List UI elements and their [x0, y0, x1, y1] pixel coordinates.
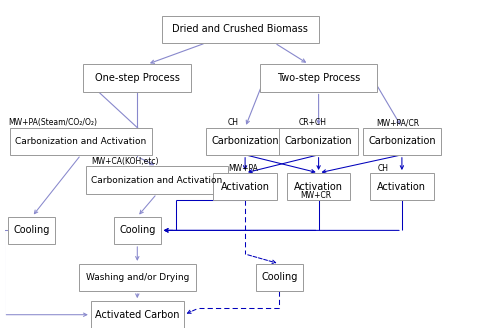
Text: One-step Process: One-step Process	[95, 73, 180, 83]
Text: MW+PA/CR: MW+PA/CR	[376, 118, 419, 127]
Text: Carbonization and Activation: Carbonization and Activation	[16, 137, 146, 146]
Text: Activation: Activation	[294, 182, 343, 192]
Text: Two-step Process: Two-step Process	[277, 73, 360, 83]
FancyBboxPatch shape	[10, 127, 152, 155]
Text: Carbonization: Carbonization	[285, 136, 352, 146]
Text: Carbonization: Carbonization	[368, 136, 436, 146]
Text: Dried and Crushed Biomass: Dried and Crushed Biomass	[172, 24, 308, 34]
Text: MW+PA(Steam/CO₂/O₂): MW+PA(Steam/CO₂/O₂)	[8, 118, 98, 127]
FancyBboxPatch shape	[86, 166, 228, 194]
FancyBboxPatch shape	[8, 217, 56, 244]
Text: Activation: Activation	[378, 182, 426, 192]
Text: Activated Carbon: Activated Carbon	[95, 310, 180, 320]
Text: Activation: Activation	[220, 182, 270, 192]
Text: Cooling: Cooling	[261, 272, 298, 282]
Text: CH: CH	[378, 164, 388, 173]
FancyBboxPatch shape	[370, 173, 434, 200]
Text: Washing and/or Drying: Washing and/or Drying	[86, 273, 189, 282]
FancyBboxPatch shape	[362, 127, 441, 155]
FancyBboxPatch shape	[114, 217, 161, 244]
Text: Carbonization: Carbonization	[212, 136, 279, 146]
FancyBboxPatch shape	[162, 16, 318, 43]
Text: Cooling: Cooling	[119, 225, 156, 235]
FancyBboxPatch shape	[280, 127, 358, 155]
Text: CR+CH: CR+CH	[299, 118, 327, 127]
Text: CH: CH	[228, 118, 239, 127]
Text: Cooling: Cooling	[14, 225, 50, 235]
FancyBboxPatch shape	[287, 173, 350, 200]
Text: MW+PA: MW+PA	[228, 164, 258, 173]
FancyBboxPatch shape	[91, 301, 184, 328]
FancyBboxPatch shape	[84, 64, 191, 92]
Text: Carbonization and Activation: Carbonization and Activation	[92, 176, 222, 185]
FancyBboxPatch shape	[206, 127, 284, 155]
FancyBboxPatch shape	[256, 264, 303, 291]
Text: MW+CA(KOH,etc): MW+CA(KOH,etc)	[91, 157, 158, 166]
Text: MW+CR: MW+CR	[300, 191, 331, 200]
FancyBboxPatch shape	[260, 64, 378, 92]
FancyBboxPatch shape	[213, 173, 277, 200]
FancyBboxPatch shape	[78, 264, 196, 291]
